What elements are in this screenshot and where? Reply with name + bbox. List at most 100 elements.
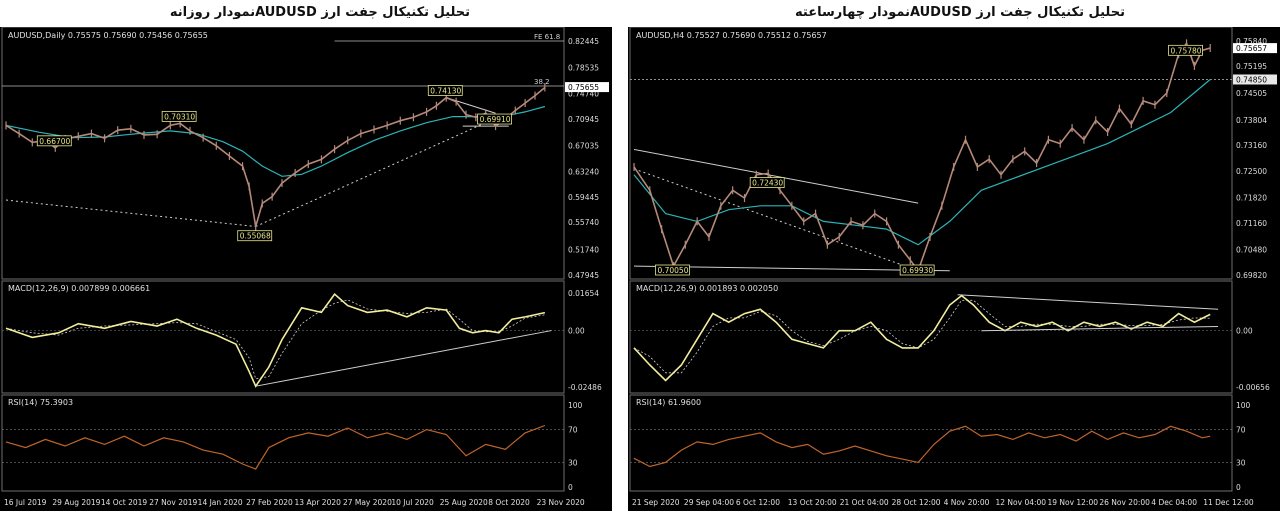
- daily-pane-0: [1, 27, 565, 280]
- h4-price-tick: 0.73804: [1236, 116, 1267, 125]
- h4-rsi-tick: 70: [1236, 426, 1246, 435]
- daily-last-price-box: [565, 82, 609, 93]
- h4-time-tick: 29 Sep 04:00: [684, 498, 734, 507]
- h4-level-label: 0.74850: [1236, 75, 1267, 84]
- h4-macd-label: MACD(12,26,9) 0.001893 0.002050: [636, 284, 778, 293]
- title-daily: تحلیل تکنیکال جفت ارز AUDUSDنمودار روزان…: [169, 5, 471, 20]
- h4-pane-0: [629, 27, 1233, 280]
- daily-time-tick: 27 Feb 2020: [246, 498, 293, 507]
- daily-price-tick: 0.59445: [568, 193, 599, 202]
- h4-rsi-line: [633, 425, 1211, 468]
- h4-macd-trendline: [981, 325, 1219, 332]
- h4-price-tick: 0.75840: [1236, 37, 1267, 46]
- daily-rsi-tick: 0: [568, 483, 573, 492]
- h4-price-label-box: [655, 264, 690, 276]
- h4-time-tick: 11 Dec 12:00: [1203, 498, 1254, 507]
- daily-trendline: [5, 199, 256, 228]
- daily-time-tick: 23 Nov 2020: [537, 498, 585, 507]
- daily-price-tick: 0.55740: [568, 218, 599, 227]
- h4-last-price: 0.75657: [1236, 44, 1267, 53]
- daily-macd-tick: 0.01654: [568, 289, 599, 298]
- daily-price-tick: 0.82445: [568, 37, 599, 46]
- h4-price-label: 0.69930: [902, 266, 933, 275]
- daily-header: AUDUSD,Daily 0.75575 0.75690 0.75456 0.7…: [8, 31, 208, 40]
- daily-rsi-line: [5, 424, 546, 470]
- daily-time-tick: 14 Jan 2020: [198, 498, 243, 507]
- h4-macd-tick: 0.00: [1236, 327, 1253, 336]
- daily-time-tick: 27 Nov 2019: [149, 498, 197, 507]
- h4-macd-line: [633, 294, 1211, 382]
- daily-time-tick: 8 Oct 2020: [488, 498, 530, 507]
- daily-time-tick: 16 Jul 2019: [4, 498, 47, 507]
- daily-price-label: 0.69910: [480, 115, 511, 124]
- h4-time-tick: 19 Nov 12:00: [1047, 498, 1098, 507]
- daily-last-price: 0.75655: [568, 83, 599, 92]
- h4-price-tick: 0.75195: [1236, 62, 1267, 71]
- daily-rsi-tick: 70: [568, 426, 578, 435]
- h4-time-tick: 4 Dec 04:00: [1151, 498, 1197, 507]
- daily-price-label: 0.66700: [39, 137, 70, 146]
- h4-price-tick: 0.73160: [1236, 141, 1267, 150]
- daily-price-label-box: [477, 113, 512, 125]
- daily-price-tick: 0.47945: [568, 271, 599, 280]
- daily-price-label-box: [237, 230, 273, 242]
- daily-time-tick: 14 Oct 2019: [101, 498, 148, 507]
- h4-price-label-box: [1168, 44, 1203, 56]
- h4-last-price-box: [1233, 43, 1277, 54]
- daily-macd-trendline: [255, 330, 552, 387]
- daily-time-tick: 27 May 2020: [343, 498, 392, 507]
- daily-time-tick: 29 Aug 2019: [52, 498, 100, 507]
- h4-trendline: [633, 168, 919, 272]
- h4-price-label: 0.70050: [657, 266, 688, 275]
- title-h4: تحلیل تکنیکال جفت ارز AUDUSDنمودار چهارس…: [795, 5, 1125, 20]
- h4-time-tick: 13 Oct 20:00: [788, 498, 837, 507]
- daily-fib-label: FE 61.8: [534, 33, 560, 41]
- daily-price-label: 0.74130: [430, 86, 461, 95]
- daily-price-label: 0.55068: [240, 232, 271, 241]
- daily-price-label-box: [36, 135, 72, 147]
- h4-price-label: 0.75780: [1171, 46, 1202, 55]
- h4-macd-trendline: [957, 294, 1219, 310]
- daily-rsi-label: RSI(14) 75.3903: [8, 398, 73, 407]
- h4-macd-tick: -0.00656: [1236, 383, 1270, 392]
- h4-rsi-tick: 30: [1236, 458, 1246, 467]
- daily-price-tick: 0.74740: [568, 89, 599, 98]
- h4-rsi-tick: 0: [1236, 483, 1241, 492]
- daily-time-tick: 13 Apr 2020: [295, 498, 342, 507]
- h4-price-tick: 0.71160: [1236, 219, 1267, 228]
- daily-price-tick: 0.67035: [568, 142, 599, 151]
- h4-price-tick: 0.69820: [1236, 271, 1267, 280]
- daily-rsi-tick: 100: [568, 401, 583, 410]
- daily-macd-tick: -0.02486: [568, 383, 602, 392]
- h4-time-tick: 26 Nov 20:00: [1099, 498, 1150, 507]
- h4-header: AUDUSD,H4 0.75527 0.75690 0.75512 0.7565…: [636, 31, 827, 40]
- daily-pane-2: [1, 394, 565, 492]
- daily-rsi-tick: 30: [568, 458, 578, 467]
- h4-price-label-box: [899, 264, 935, 276]
- daily-price-tick: 0.51740: [568, 245, 599, 254]
- daily-price-tick: 0.78535: [568, 64, 599, 73]
- daily-time-tick: 25 Aug 2020: [440, 498, 488, 507]
- h4-level-box: [1233, 74, 1277, 85]
- h4-price-label-box: [749, 177, 785, 188]
- h4-chart: AUDUSD,H4 0.75527 0.75690 0.75512 0.7565…: [628, 27, 1280, 511]
- daily-macd-tick: 0.00: [568, 327, 585, 336]
- h4-time-tick: 4 Nov 20:00: [944, 498, 990, 507]
- h4-price-tick: 0.72500: [1236, 167, 1267, 176]
- h4-time-tick: 28 Oct 12:00: [892, 498, 941, 507]
- h4-time-tick: 6 Oct 12:00: [736, 498, 780, 507]
- h4-price-tick: 0.71820: [1236, 193, 1267, 202]
- daily-macd-line: [5, 293, 546, 388]
- h4-rsi-label: RSI(14) 61.9600: [636, 398, 701, 407]
- h4-moving-average: [633, 79, 1211, 246]
- h4-price-tick: 0.74505: [1236, 89, 1267, 98]
- daily-price-label: 0.70310: [164, 112, 195, 121]
- daily-macd-label: MACD(12,26,9) 0.007899 0.006661: [8, 284, 150, 293]
- h4-trendline: [633, 148, 919, 204]
- h4-price-label: 0.72430: [752, 179, 783, 188]
- h4-macd-signal: [633, 299, 1211, 374]
- daily-price-tick: 0.63240: [568, 167, 599, 176]
- daily-price-label-box: [427, 85, 463, 96]
- daily-price-tick: 0.70945: [568, 115, 599, 124]
- daily-price-label-box: [161, 111, 197, 122]
